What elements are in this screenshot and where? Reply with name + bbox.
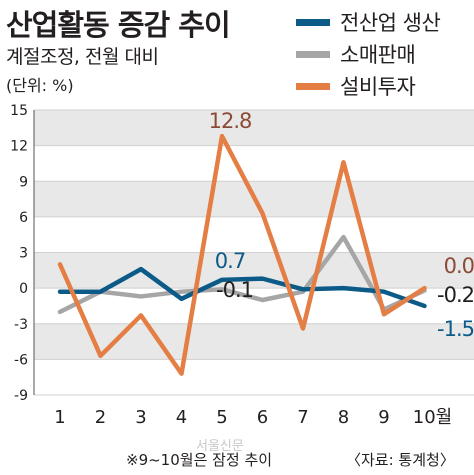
chart-title: 산업활동 증감 추이 bbox=[6, 8, 231, 42]
legend-swatch-retail bbox=[296, 50, 330, 58]
x-tick-label: 9 bbox=[378, 407, 389, 428]
grid-band bbox=[34, 252, 474, 289]
legend-item-production: 전산업 생산 bbox=[296, 6, 441, 38]
legend-swatch-production bbox=[296, 18, 330, 26]
grid-band bbox=[34, 323, 474, 360]
x-tick-label: 7 bbox=[297, 407, 308, 428]
legend: 전산업 생산 소매판매 설비투자 bbox=[296, 6, 441, 102]
x-axis-ticks: 1 2 3 4 5 6 7 8 9 10월 bbox=[54, 407, 452, 428]
x-tick-label: 6 bbox=[257, 407, 268, 428]
grid-band bbox=[34, 110, 474, 146]
unit-label: (단위: %) bbox=[6, 76, 74, 95]
y-tick-label: 3 bbox=[19, 246, 28, 262]
data-label: 0.0 bbox=[444, 254, 474, 278]
x-tick-label: 3 bbox=[135, 407, 146, 428]
legend-item-investment: 설비투자 bbox=[296, 70, 440, 102]
data-label: 12.8 bbox=[209, 109, 252, 133]
x-tick-label: 5 bbox=[216, 407, 227, 428]
series-line-investment bbox=[57, 133, 427, 376]
data-label: -0.2 bbox=[437, 283, 474, 307]
legend-swatch-investment bbox=[296, 82, 330, 90]
data-label: -0.1 bbox=[216, 278, 253, 302]
source-label: 〈자료: 통계청〉 bbox=[346, 451, 455, 469]
x-tick-label: 4 bbox=[176, 407, 187, 428]
y-tick-label: 9 bbox=[19, 174, 28, 190]
legend-label-production: 전산업 생산 bbox=[340, 11, 441, 35]
footnote: ※9~10월은 잠정 추이 bbox=[126, 451, 273, 469]
data-label: 0.7 bbox=[215, 249, 245, 273]
y-axis-ticks: 15 12 9 6 3 0 -3 -6 -9 bbox=[10, 103, 28, 404]
x-tick-label: 2 bbox=[95, 407, 106, 428]
x-tick-label: 1 bbox=[54, 407, 65, 428]
y-tick-label: 6 bbox=[19, 210, 28, 226]
legend-label-investment: 설비투자 bbox=[340, 75, 416, 99]
y-tick-label: -9 bbox=[14, 388, 28, 404]
series-line-retail bbox=[57, 234, 427, 315]
legend-label-retail: 소매판매 bbox=[340, 43, 416, 67]
series-line-production bbox=[57, 266, 427, 309]
chart-subtitle: 계절조정, 전월 대비 bbox=[6, 46, 159, 68]
x-tick-label: 10월 bbox=[413, 407, 452, 428]
series-lines bbox=[57, 133, 427, 376]
legend-item-retail: 소매판매 bbox=[296, 38, 440, 70]
y-tick-label: 0 bbox=[19, 281, 28, 297]
data-label: -1.5 bbox=[437, 317, 474, 341]
y-tick-label: -6 bbox=[14, 352, 28, 368]
gridline-bands bbox=[33, 109, 474, 396]
y-tick-label: -3 bbox=[14, 317, 28, 333]
data-annotations: 12.8 0.7 -0.1 0.0 -0.2 -1.5 bbox=[209, 109, 474, 341]
x-tick-label: 8 bbox=[338, 407, 349, 428]
y-tick-label: 12 bbox=[10, 139, 28, 155]
watermark: 서울신문 bbox=[196, 439, 244, 454]
y-tick-label: 15 bbox=[10, 103, 28, 119]
